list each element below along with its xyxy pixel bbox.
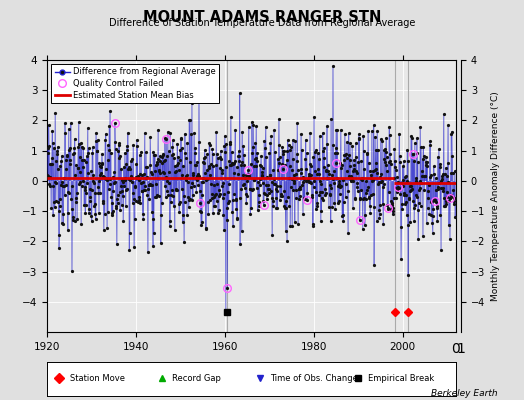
- Y-axis label: Monthly Temperature Anomaly Difference (°C): Monthly Temperature Anomaly Difference (…: [491, 91, 500, 301]
- Text: Difference of Station Temperature Data from Regional Average: Difference of Station Temperature Data f…: [109, 18, 415, 28]
- Legend: Difference from Regional Average, Quality Control Failed, Estimated Station Mean: Difference from Regional Average, Qualit…: [51, 64, 219, 103]
- Text: MOUNT ADAMS RANGER STN: MOUNT ADAMS RANGER STN: [143, 10, 381, 25]
- Text: Empirical Break: Empirical Break: [368, 374, 434, 383]
- Text: Time of Obs. Change: Time of Obs. Change: [270, 374, 358, 383]
- Text: Berkeley Earth: Berkeley Earth: [431, 389, 498, 398]
- Text: Station Move: Station Move: [70, 374, 125, 383]
- Text: Record Gap: Record Gap: [172, 374, 221, 383]
